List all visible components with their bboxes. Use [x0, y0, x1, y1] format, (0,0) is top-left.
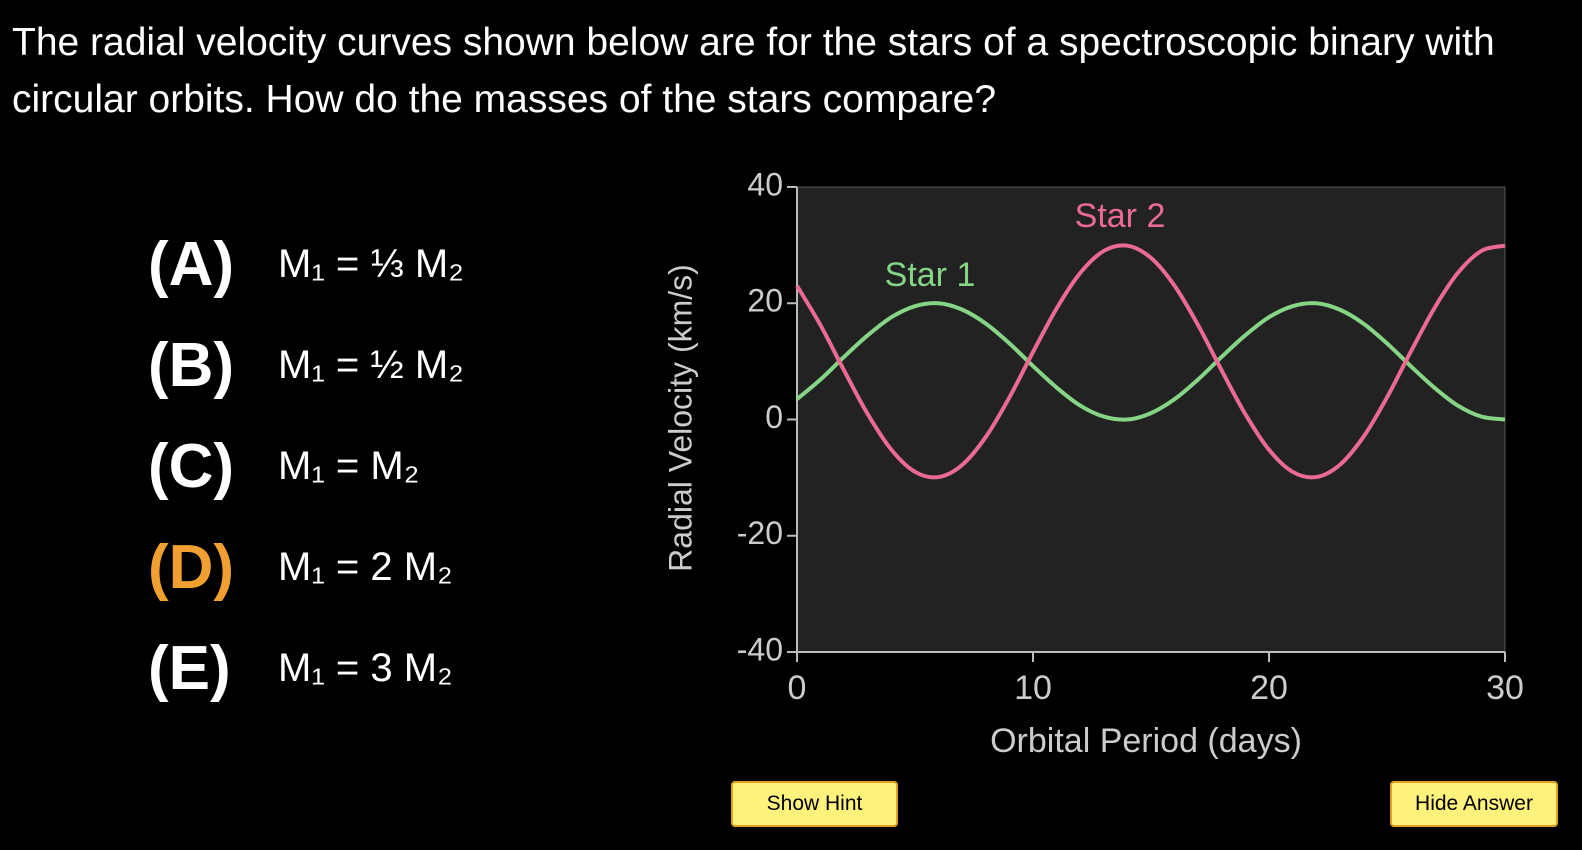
y-tick-label: 40 — [747, 166, 783, 202]
series-label: Star 1 — [885, 256, 976, 294]
option[interactable]: (D) M₁ = 2 M₂ — [148, 527, 453, 607]
option-letter: (E) — [148, 633, 231, 703]
y-tick-label: -40 — [737, 631, 783, 667]
series-label: Star 2 — [1075, 197, 1166, 235]
x-tick-label: 30 — [1486, 669, 1524, 707]
option[interactable]: (C) M₁ = M₂ — [148, 426, 419, 506]
x-axis-label: Orbital Period (days) — [990, 722, 1302, 760]
option[interactable]: (A) M₁ = ⅓ M₂ — [148, 224, 464, 304]
question: The radial velocity curves shown below a… — [12, 21, 1495, 121]
data-line — [795, 243, 1506, 480]
x-tick-label: 10 — [1014, 669, 1052, 707]
plot-area — [796, 186, 1506, 653]
option-letter: (B) — [148, 330, 235, 400]
chart: Radial Velocity (km/s) Orbital Period (d… — [662, 166, 1524, 760]
hide-answer-button[interactable]: Hide Answer — [1390, 781, 1558, 827]
option-letter: (D) — [148, 532, 235, 602]
option-letter: (C) — [148, 431, 235, 501]
option-formula: M₁ = 3 M₂ — [278, 645, 453, 690]
option[interactable]: (E) M₁ = 3 M₂ — [148, 628, 453, 708]
show-hint-button[interactable]: Show Hint — [731, 781, 898, 827]
option-letter: (A) — [148, 229, 235, 299]
option-formula: M₁ = ⅓ M₂ — [278, 241, 464, 286]
option-formula: M₁ = ½ M₂ — [278, 342, 464, 387]
y-tick-label: 20 — [747, 283, 783, 319]
x-tick-label: 20 — [1250, 669, 1288, 707]
y-axis-label: Radial Velocity (km/s) — [662, 264, 698, 572]
option-formula: M₁ = M₂ — [278, 443, 420, 488]
y-tick-label: 0 — [765, 399, 783, 435]
option-formula: M₁ = 2 M₂ — [278, 544, 453, 589]
data-line — [795, 301, 1506, 422]
y-tick-label: -20 — [737, 515, 783, 551]
x-tick-label: 0 — [788, 669, 807, 707]
option[interactable]: (B) M₁ = ½ M₂ — [148, 325, 464, 405]
